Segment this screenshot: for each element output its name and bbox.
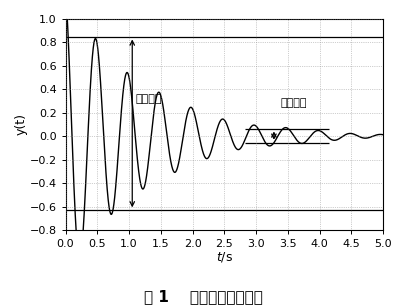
Text: 图 1    模拟实际地震记录: 图 1 模拟实际地震记录 xyxy=(144,289,263,304)
X-axis label: $t$/s: $t$/s xyxy=(216,251,233,264)
Y-axis label: y(t): y(t) xyxy=(15,114,28,135)
Text: 大信号段: 大信号段 xyxy=(136,94,162,104)
Text: 小信号段: 小信号段 xyxy=(280,98,307,108)
